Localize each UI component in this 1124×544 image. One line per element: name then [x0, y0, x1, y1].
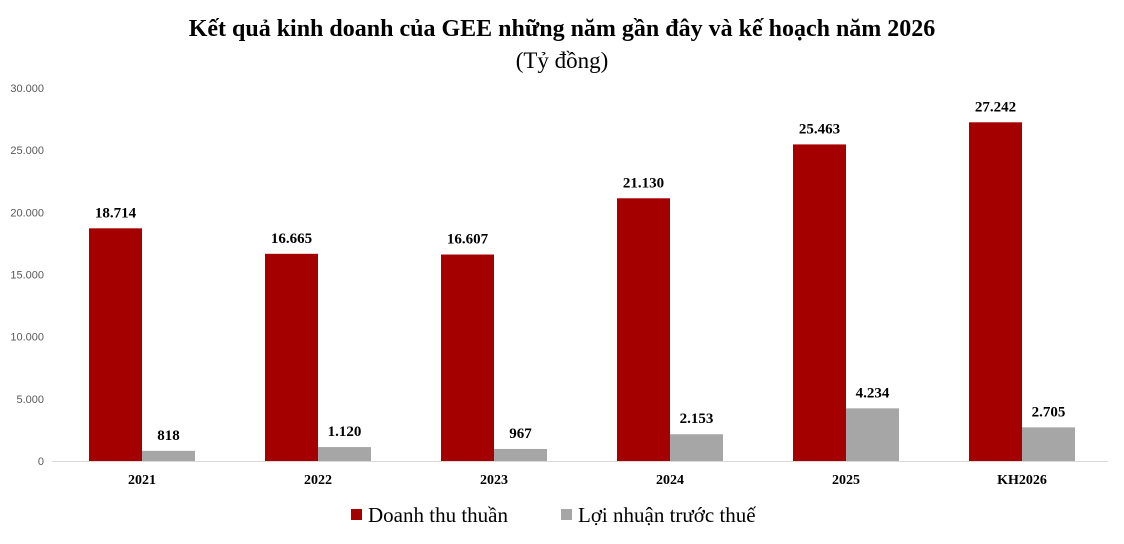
- x-tick-label: 2025: [832, 473, 860, 488]
- data-label: 967: [509, 426, 532, 442]
- data-label: 818: [157, 428, 180, 444]
- data-label: 27.242: [975, 99, 1016, 115]
- y-tick-label: 0: [38, 456, 44, 468]
- y-tick-label: 5.000: [16, 394, 44, 406]
- chart-subtitle: (Tỷ đồng): [516, 48, 609, 73]
- legend-swatch: [351, 509, 362, 520]
- bar-loi-nhuan-2023: [494, 448, 547, 461]
- y-tick-label: 10.000: [10, 332, 44, 344]
- bar-loi-nhuan-2021: [142, 450, 195, 461]
- data-label: 21.130: [623, 175, 664, 191]
- y-tick-label: 25.000: [10, 145, 44, 157]
- x-tick-label: 2024: [656, 473, 684, 488]
- bar-loi-nhuan-2024: [670, 434, 723, 461]
- legend-label: Lợi nhuận trước thuế: [578, 503, 756, 527]
- data-label: 18.714: [95, 205, 137, 221]
- x-tick-label: 2022: [304, 473, 332, 488]
- data-label: 1.120: [328, 424, 362, 440]
- x-tick-label: 2021: [128, 473, 156, 488]
- plot-area: 18.714 16.665 16.607 21.130 25.463 27.242 818 1…: [89, 99, 1075, 461]
- bar-doanh-thu-2021: [89, 228, 142, 461]
- x-tick-label: KH2026: [997, 473, 1047, 488]
- legend-label: Doanh thu thuần: [368, 503, 508, 527]
- data-label: 2.705: [1032, 404, 1066, 420]
- y-tick-label: 30.000: [10, 83, 44, 95]
- data-label: 2.153: [680, 411, 714, 427]
- x-axis: 2021 2022 2023 2024 2025 KH2026: [52, 461, 1108, 488]
- y-tick-label: 15.000: [10, 270, 44, 282]
- chart-title: Kết quả kinh doanh của GEE những năm gần…: [189, 16, 936, 42]
- x-tick-label: 2023: [480, 473, 508, 488]
- data-label: 16.607: [447, 232, 489, 248]
- legend: Doanh thu thuần Lợi nhuận trước thuế: [351, 503, 756, 527]
- bar-doanh-thu-2025: [793, 144, 846, 461]
- bar-loi-nhuan-kh2026: [1022, 427, 1075, 461]
- legend-swatch: [561, 509, 572, 520]
- bar-loi-nhuan-2025: [846, 408, 899, 461]
- bar-loi-nhuan-2022: [318, 447, 371, 461]
- y-tick-label: 20.000: [10, 207, 44, 219]
- data-label: 4.234: [856, 385, 890, 401]
- bar-doanh-thu-kh2026: [969, 122, 1022, 461]
- bar-doanh-thu-2023: [441, 254, 494, 461]
- y-axis: 0 5.000 10.000 15.000 20.000 25.000 30.000: [10, 83, 44, 468]
- data-label: 16.665: [271, 231, 312, 247]
- bar-doanh-thu-2022: [265, 253, 318, 461]
- bar-doanh-thu-2024: [617, 198, 670, 461]
- data-label: 25.463: [799, 121, 840, 137]
